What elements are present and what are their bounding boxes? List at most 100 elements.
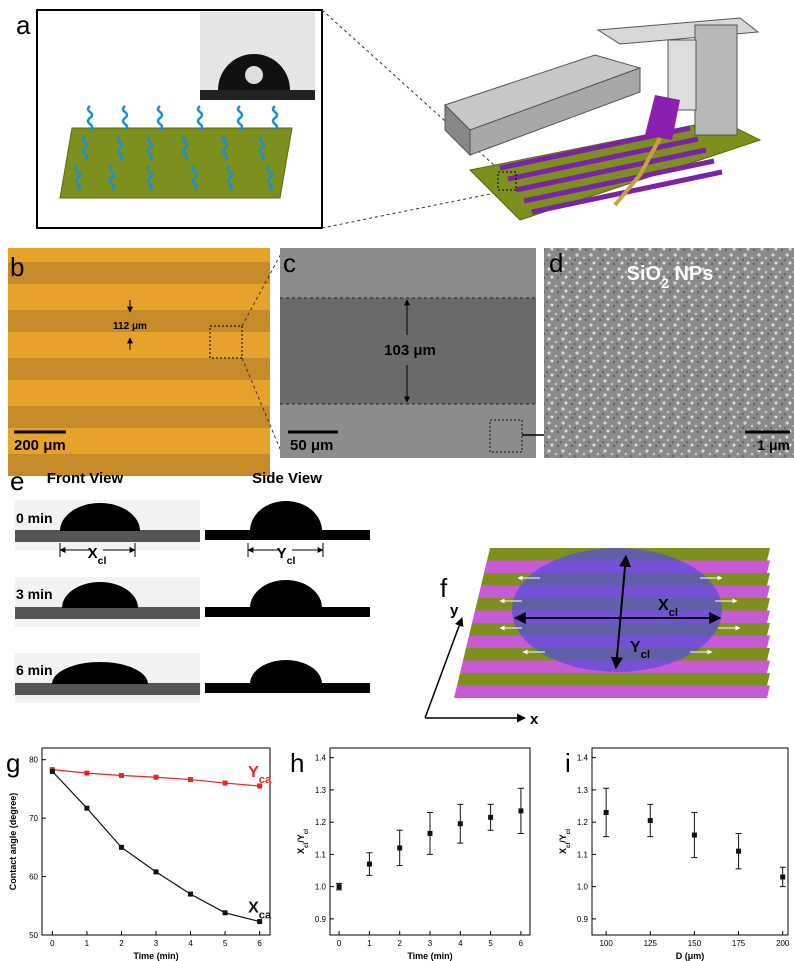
series-label: Xca	[248, 900, 272, 922]
view-label: Front View	[47, 470, 124, 487]
stripe	[8, 406, 270, 428]
x-tick-label: 0	[337, 939, 342, 948]
marker	[154, 869, 159, 874]
substrate	[15, 607, 200, 619]
marker	[154, 775, 159, 780]
marker	[428, 831, 433, 836]
marker	[223, 910, 228, 915]
marker	[488, 815, 493, 820]
x-tick-label: 4	[188, 939, 193, 948]
panel-e	[15, 500, 370, 703]
substrate	[15, 683, 200, 695]
width-label: 112 μm	[113, 321, 147, 332]
shape	[200, 90, 315, 100]
marker	[458, 821, 463, 826]
y-tick-label: 1.1	[577, 850, 589, 859]
x-tick-label: 1	[85, 939, 90, 948]
panel-label: g	[6, 748, 20, 778]
y-tick-label: 1.4	[577, 754, 589, 763]
shape	[322, 192, 500, 228]
substrate	[205, 530, 370, 540]
x-axis-title: Time (min)	[133, 951, 178, 961]
y-tick-label: 50	[29, 931, 38, 940]
droplet	[250, 660, 322, 684]
y-axis-title: Contact angle (degree)	[8, 793, 18, 891]
x-tick-label: 5	[223, 939, 228, 948]
shape	[425, 618, 462, 718]
shape	[15, 500, 370, 703]
droplet	[250, 501, 322, 531]
marker	[119, 845, 124, 850]
droplet	[250, 580, 322, 608]
panel-label: a	[16, 10, 31, 40]
panel-f	[425, 548, 770, 718]
time-label: 0 min	[16, 510, 53, 526]
y-tick-label: 70	[29, 814, 38, 823]
time-label: 3 min	[16, 586, 53, 602]
shape	[695, 25, 737, 135]
width-label: 103 μm	[384, 342, 436, 359]
marker	[518, 808, 523, 813]
x-tick-label: 175	[732, 939, 746, 948]
y-tick-label: 1.2	[315, 818, 327, 827]
marker	[223, 781, 228, 786]
y-tick-label: 80	[29, 756, 38, 765]
scale-label: 200 μm	[14, 437, 66, 454]
panel-a	[37, 10, 760, 228]
x-tick-label: 4	[458, 939, 463, 948]
panel-label: d	[549, 248, 563, 278]
marker	[648, 818, 653, 823]
x-tick-label: 150	[688, 939, 702, 948]
x-axis-title: D (μm)	[676, 951, 705, 961]
x-tick-label: 200	[776, 939, 790, 948]
x-tick-label: 6	[519, 939, 524, 948]
substrate	[205, 607, 370, 617]
x-tick-label: 3	[428, 939, 433, 948]
marker	[397, 845, 402, 850]
axis-label: y	[450, 602, 459, 619]
y-axis-title: Xcl/Ycl	[296, 829, 310, 854]
stripe	[454, 686, 770, 699]
marker	[84, 771, 89, 776]
scale-label: 1 μm	[757, 437, 790, 453]
figure: a b c d e f g h i 112 μm 200 μm 103 μm 5…	[0, 0, 794, 961]
panel-label: h	[290, 748, 304, 778]
y-tick-label: 1.3	[577, 786, 589, 795]
x-tick-label: 125	[644, 939, 658, 948]
panel-label: c	[283, 248, 296, 278]
x-tick-label: 0	[50, 939, 55, 948]
x-tick-label: 1	[367, 939, 372, 948]
x-tick-label: 100	[599, 939, 613, 948]
series-label: Yca	[248, 764, 272, 786]
y-tick-label: 60	[29, 873, 38, 882]
y-tick-label: 1.0	[577, 883, 589, 892]
marker	[337, 884, 342, 889]
marker	[367, 862, 372, 867]
marker	[736, 849, 741, 854]
marker	[188, 777, 193, 782]
axis-label: x	[530, 711, 539, 728]
marker	[50, 769, 55, 774]
x-tick-label: 3	[154, 939, 159, 948]
x-tick-label: 5	[488, 939, 493, 948]
substrate	[15, 530, 200, 542]
panel-label: e	[10, 466, 24, 496]
scale-label: 50 μm	[290, 437, 333, 454]
series-line	[52, 771, 259, 921]
marker	[780, 874, 785, 879]
stripe	[8, 358, 270, 380]
marker	[188, 892, 193, 897]
y-tick-label: 1.1	[315, 850, 327, 859]
y-tick-label: 1.0	[315, 883, 327, 892]
stripe	[8, 262, 270, 284]
shape	[60, 128, 292, 198]
y-tick-label: 1.2	[577, 818, 589, 827]
substrate	[205, 683, 370, 693]
x-axis-title: Time (min)	[407, 951, 452, 961]
panel-label: f	[440, 573, 448, 603]
view-label: Side View	[252, 470, 322, 487]
x-tick-label: 2	[397, 939, 402, 948]
y-tick-label: 0.9	[577, 915, 589, 924]
y-axis-title: Xcl/Ycl	[558, 829, 572, 854]
